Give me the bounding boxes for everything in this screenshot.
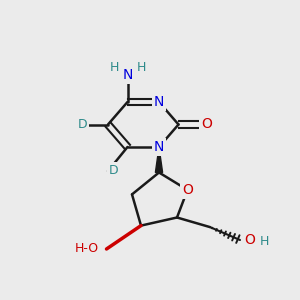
Text: H: H — [260, 235, 269, 248]
Text: H: H — [136, 61, 146, 74]
Text: N: N — [122, 68, 133, 82]
Text: O: O — [182, 183, 193, 197]
Text: O: O — [202, 118, 212, 131]
Text: D: D — [109, 164, 119, 178]
Text: D: D — [78, 118, 87, 131]
Text: O: O — [244, 233, 255, 247]
Text: H-O: H-O — [75, 242, 99, 256]
Polygon shape — [155, 147, 163, 172]
Text: N: N — [154, 95, 164, 109]
Text: N: N — [154, 140, 164, 154]
Text: H: H — [109, 61, 119, 74]
